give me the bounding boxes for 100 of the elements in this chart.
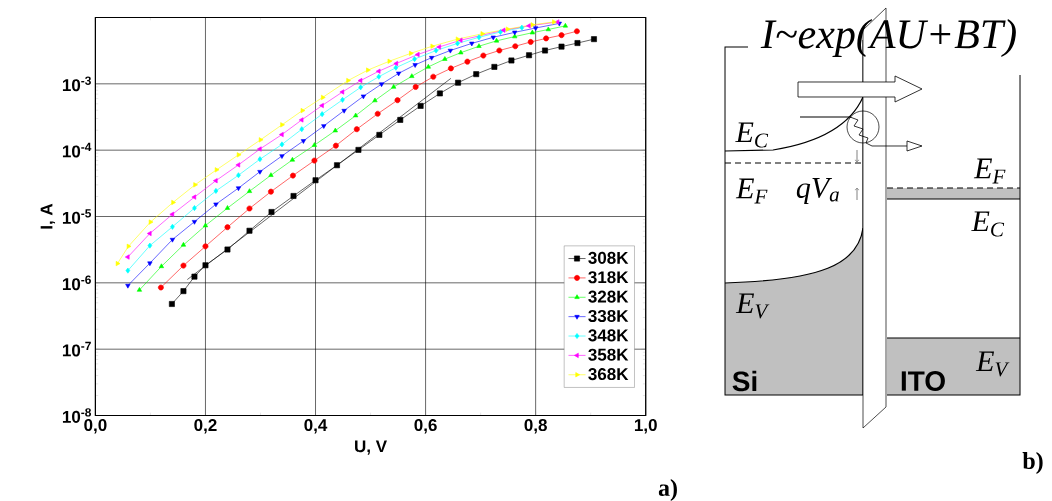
point xyxy=(169,237,175,243)
point xyxy=(512,43,519,50)
point xyxy=(311,142,317,147)
point xyxy=(214,167,220,173)
point xyxy=(412,84,419,90)
point xyxy=(353,126,360,133)
point xyxy=(366,67,371,73)
point xyxy=(357,78,363,84)
text: E$_{F}$ xyxy=(735,178,768,204)
point xyxy=(476,43,482,48)
point xyxy=(545,26,551,32)
point xyxy=(417,103,424,109)
point xyxy=(236,172,241,179)
point xyxy=(455,79,461,86)
point xyxy=(193,182,198,188)
text: a) xyxy=(658,479,677,501)
x-tick-label: 0,4 xyxy=(304,419,328,434)
y-tick-label: 10$^{-7}$ xyxy=(62,341,91,357)
point xyxy=(125,267,131,274)
point xyxy=(412,63,418,68)
point xyxy=(202,222,209,228)
legend-label: 358K xyxy=(588,348,629,361)
point xyxy=(393,64,399,71)
text: E$_{V}$ xyxy=(975,351,1010,377)
point xyxy=(157,284,164,291)
point xyxy=(125,283,131,289)
text: qV$_{a}$ xyxy=(796,177,839,205)
point xyxy=(332,142,339,149)
legend-label: 348K xyxy=(588,329,629,342)
text: E$_{C}$ xyxy=(735,122,769,148)
point xyxy=(236,152,242,158)
point xyxy=(312,177,319,184)
y-axis-title: I, A xyxy=(40,203,56,229)
point xyxy=(397,117,404,123)
point xyxy=(290,193,297,199)
legend-label: 328K xyxy=(588,290,629,303)
point xyxy=(191,220,198,225)
point xyxy=(558,43,565,50)
point xyxy=(491,64,498,70)
point xyxy=(394,97,401,104)
point xyxy=(341,109,347,114)
point xyxy=(430,43,436,49)
point xyxy=(542,47,548,54)
point xyxy=(235,186,242,191)
y-tick-label: 10$^{-5}$ xyxy=(62,209,92,224)
point xyxy=(319,111,325,118)
point xyxy=(126,243,132,249)
point xyxy=(319,102,324,109)
point xyxy=(268,172,274,177)
point xyxy=(526,23,531,29)
point xyxy=(340,96,345,103)
point xyxy=(170,223,175,230)
point xyxy=(508,57,515,64)
point xyxy=(334,162,340,169)
point xyxy=(257,156,263,163)
point xyxy=(258,137,264,143)
point xyxy=(480,31,486,37)
point xyxy=(562,22,568,28)
point xyxy=(458,49,464,55)
x-axis-title: U, V xyxy=(355,440,387,455)
point xyxy=(480,52,487,59)
legend-label: 368K xyxy=(588,368,629,381)
point xyxy=(519,24,525,31)
point xyxy=(464,58,471,65)
point xyxy=(494,37,500,43)
point xyxy=(442,56,448,61)
point xyxy=(529,29,535,35)
point xyxy=(290,172,296,179)
legend-label: 308K xyxy=(588,251,629,264)
x-tick-label: 0,8 xyxy=(524,419,547,434)
point xyxy=(360,94,366,100)
point xyxy=(339,89,345,95)
point xyxy=(591,36,597,43)
point xyxy=(433,47,439,54)
point xyxy=(374,110,381,117)
point xyxy=(476,34,482,41)
point xyxy=(391,84,397,89)
text: E$_{C}$ xyxy=(971,211,1005,237)
point xyxy=(224,205,231,210)
point xyxy=(213,188,219,194)
text: b) xyxy=(1022,452,1043,474)
point xyxy=(246,188,253,193)
point xyxy=(268,209,275,215)
point xyxy=(158,263,164,268)
point xyxy=(180,288,187,295)
point xyxy=(147,261,153,267)
point xyxy=(346,78,351,84)
y-tick-label: 10$^{-4}$ xyxy=(62,142,92,158)
point xyxy=(300,108,306,114)
point xyxy=(257,170,263,175)
point xyxy=(469,41,475,47)
point xyxy=(213,178,218,184)
point xyxy=(311,157,318,164)
point xyxy=(246,227,253,234)
point xyxy=(298,117,304,123)
point xyxy=(396,71,402,77)
point xyxy=(171,199,176,205)
point xyxy=(213,202,219,208)
point xyxy=(257,146,262,152)
point xyxy=(299,126,305,133)
